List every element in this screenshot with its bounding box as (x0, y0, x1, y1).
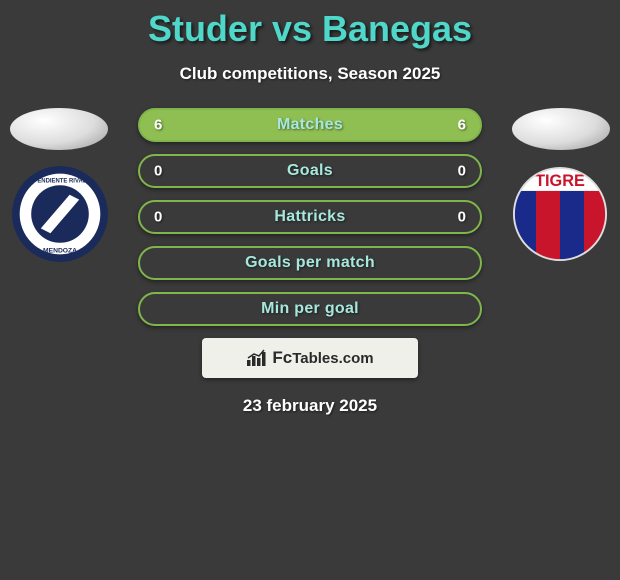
team-badge-left: INDEPENDIENTE RIVADAVIA MENDOZA (12, 166, 108, 262)
stat-label: Goals (287, 162, 333, 180)
stat-value-left: 6 (154, 117, 162, 134)
stat-row: Matches 6 6 (138, 108, 482, 142)
stat-value-right: 0 (458, 209, 466, 226)
stat-value-right: 0 (458, 163, 466, 180)
stat-value-right: 6 (458, 117, 466, 134)
stats-list: Matches 6 6 Goals 0 0 Hattricks 0 0 Goals per mat… (138, 108, 482, 326)
stat-value-left: 0 (154, 163, 162, 180)
stat-row: Goals 0 0 (138, 154, 482, 188)
svg-text:TIGRE: TIGRE (535, 172, 585, 190)
stat-row: Min per goal (138, 292, 482, 326)
comparison-container: INDEPENDIENTE RIVADAVIA MENDOZA TIGRE Ma… (0, 108, 620, 326)
player-avatar-right (512, 108, 610, 150)
brand-text: FcTables.com (272, 348, 373, 368)
chart-icon (246, 349, 268, 367)
svg-text:MENDOZA: MENDOZA (43, 247, 77, 254)
stat-label: Goals per match (245, 254, 375, 272)
svg-text:INDEPENDIENTE RIVADAVIA: INDEPENDIENTE RIVADAVIA (19, 178, 101, 184)
page-title: Studer vs Banegas (0, 0, 620, 50)
brand-box: FcTables.com (202, 338, 418, 378)
stat-value-left: 0 (154, 209, 162, 226)
stat-row: Goals per match (138, 246, 482, 280)
footer-date: 23 february 2025 (0, 396, 620, 416)
stat-label: Hattricks (274, 208, 345, 226)
player-avatar-left (10, 108, 108, 150)
team-badge-right: TIGRE (512, 166, 608, 262)
stat-row: Hattricks 0 0 (138, 200, 482, 234)
page-subtitle: Club competitions, Season 2025 (0, 64, 620, 84)
stat-label: Min per goal (261, 300, 359, 318)
stat-label: Matches (277, 116, 343, 134)
